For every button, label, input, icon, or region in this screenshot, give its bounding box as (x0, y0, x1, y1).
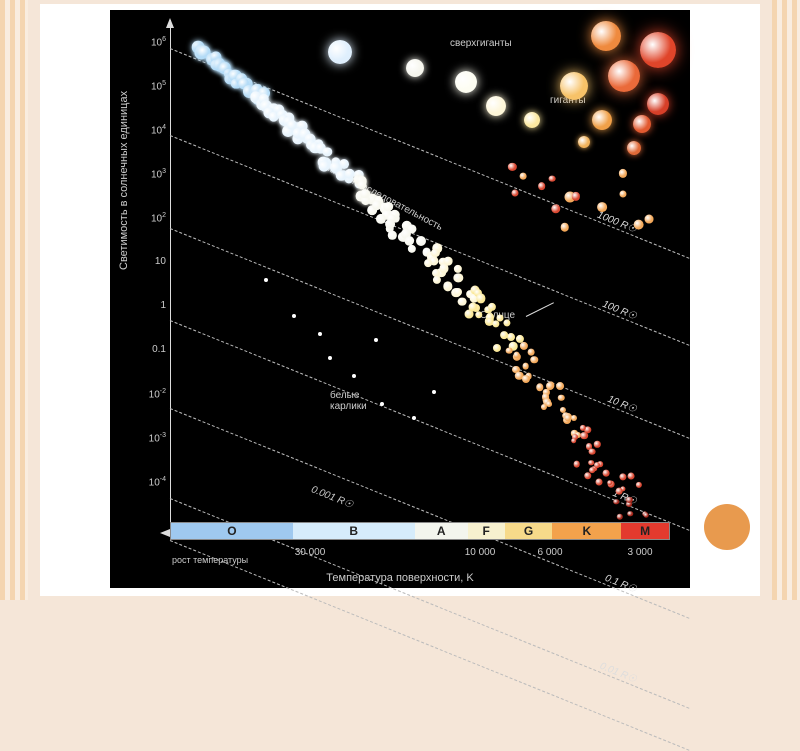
plot-area: 1000 R☉100 R☉10 R☉1 R☉0.1 R☉0.01 R☉0.001… (170, 20, 670, 515)
page-border-right (772, 0, 800, 600)
slide-accent-dot (704, 504, 750, 550)
region-supergiants: сверхгиганты (450, 38, 512, 49)
spectral-G: G (505, 523, 553, 539)
y-axis-label: Светимость в солнечных единицах (118, 91, 130, 270)
y-axis (170, 20, 171, 533)
spectral-K: K (552, 523, 621, 539)
x-axis-arrow (160, 529, 170, 537)
spectral-A: A (415, 523, 468, 539)
region-white_dwarfs: белые карлики (330, 390, 367, 412)
spectral-M: M (621, 523, 669, 539)
hr-diagram: 1000 R☉100 R☉10 R☉1 R☉0.1 R☉0.01 R☉0.001… (110, 10, 690, 588)
x-axis-label: Температура поверхности, K (110, 572, 690, 584)
y-axis-arrow (166, 18, 174, 28)
page-border-left (0, 0, 28, 600)
x-direction-label: рост температуры (172, 556, 248, 566)
spectral-F: F (468, 523, 505, 539)
spectral-B: B (293, 523, 415, 539)
spectral-class-bar: OBAFGKM (170, 522, 670, 540)
spectral-O: O (171, 523, 293, 539)
